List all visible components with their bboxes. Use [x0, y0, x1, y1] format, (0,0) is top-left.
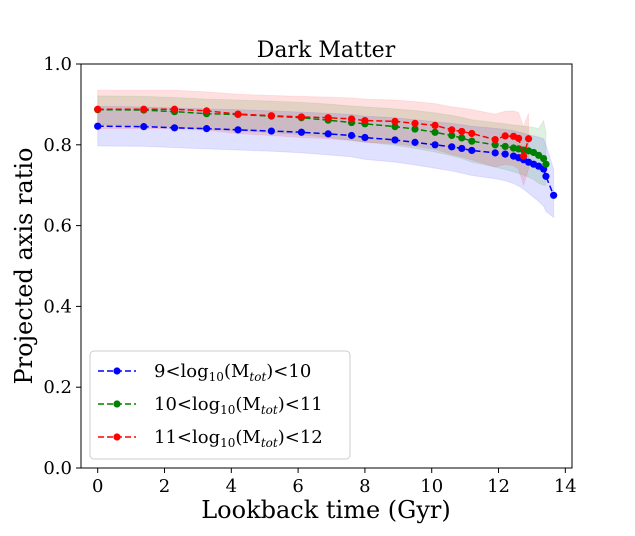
- series-1-band: [97, 105, 555, 219]
- series-3-line: [97, 108, 530, 159]
- x-tick-label: 2: [159, 476, 170, 497]
- series-1-point: [491, 149, 499, 157]
- series-3-point: [491, 135, 499, 144]
- series-2-point: [501, 142, 509, 151]
- series-1-point: [347, 131, 356, 140]
- series-1-point: [501, 150, 509, 158]
- series-2-point: [431, 128, 439, 136]
- series-3-point: [519, 152, 528, 160]
- series-2-band: [97, 95, 547, 186]
- chart-title: Dark Matter: [257, 38, 396, 63]
- series-3-point: [431, 121, 439, 130]
- series-1: [94, 122, 558, 199]
- y-tick-label: 0.8: [43, 135, 72, 156]
- y-tick-label: 1.0: [43, 54, 72, 75]
- series-3-point: [170, 105, 179, 113]
- legend-swatch-marker: [113, 367, 121, 375]
- series-1-point: [542, 172, 550, 180]
- x-axis-title: Lookback time (Gyr): [201, 496, 451, 524]
- legend-item-3: 11<log10(Mtot)<12: [98, 427, 323, 450]
- x-tick-label: 8: [359, 476, 370, 497]
- series-2-point: [448, 131, 456, 140]
- series-2-point: [542, 160, 550, 168]
- series-3-point: [361, 116, 369, 125]
- x-tick-label: 10: [420, 476, 443, 497]
- series-1-point: [458, 144, 466, 153]
- y-tick-label: 0.6: [43, 216, 72, 237]
- series-3-point: [468, 129, 476, 138]
- legend-item-2: 10<log10(Mtot)<11: [98, 394, 323, 417]
- x-tick-label: 6: [292, 476, 303, 497]
- series-1-point: [324, 130, 332, 138]
- x-axis-ticks: 0 2 4 6 8 10 12 14: [92, 468, 577, 497]
- series-2-point: [411, 125, 419, 133]
- series-1-point: [170, 124, 179, 132]
- series-1-point: [297, 128, 306, 136]
- legend-label: 9<log10(Mtot)<10: [154, 361, 311, 384]
- y-tick-label: 0.4: [43, 296, 72, 317]
- series-1-point: [140, 123, 148, 131]
- plot-area-frame: [80, 63, 573, 469]
- series-3-point: [391, 117, 399, 125]
- x-tick-label: 14: [554, 476, 577, 497]
- legend: 9<log10(Mtot)<10 10<log10(Mtot)<11 11<log1…: [89, 350, 351, 460]
- series-3-point: [234, 110, 242, 118]
- x-tick-label: 12: [487, 476, 510, 497]
- series-3-point: [94, 105, 102, 113]
- x-tick-label: 4: [226, 476, 237, 497]
- series-1-point: [202, 125, 211, 133]
- legend-box: [89, 350, 351, 460]
- series-3-point: [347, 115, 356, 123]
- y-tick-label: 0.0: [43, 458, 72, 479]
- series-2-point: [391, 123, 399, 131]
- y-axis-title: Projected axis ratio: [10, 147, 38, 384]
- series-2-point: [540, 154, 548, 163]
- series-1-point: [448, 143, 456, 151]
- series-1-point: [411, 138, 419, 146]
- series-3-point: [140, 105, 148, 113]
- series-3-point: [267, 112, 275, 120]
- series-1-point: [431, 141, 439, 149]
- series-1-point: [391, 136, 399, 144]
- series-1-point: [468, 146, 476, 155]
- series-3-point: [297, 113, 306, 121]
- y-axis-ticks: 0.0 0.2 0.4 0.6 0.8 1.0: [43, 54, 81, 479]
- y-tick-label: 0.2: [43, 377, 72, 398]
- series-2-point: [491, 141, 499, 149]
- series-1-point: [234, 126, 242, 134]
- series-lines: [94, 105, 558, 199]
- series-3-point: [324, 114, 332, 122]
- legend-label: 11<log10(Mtot)<12: [154, 427, 323, 450]
- series-1-point: [94, 122, 102, 130]
- legend-label: 10<log10(Mtot)<11: [154, 394, 323, 417]
- legend-swatch-marker: [113, 433, 121, 441]
- series-3-point: [202, 107, 211, 115]
- series-3-point: [524, 135, 533, 143]
- series-3-point: [514, 134, 523, 142]
- legend-item-1: 9<log10(Mtot)<10: [98, 361, 311, 384]
- series-1-point: [267, 127, 275, 135]
- series-3: [94, 105, 533, 160]
- series-2-point: [468, 137, 476, 145]
- series-3-point: [411, 119, 419, 127]
- series-1-point: [361, 133, 369, 142]
- series-3-point: [458, 127, 466, 136]
- series-1-point: [550, 191, 558, 199]
- series-2-point: [458, 134, 466, 142]
- series-3-point: [448, 126, 456, 134]
- x-tick-label: 0: [92, 476, 103, 497]
- series-3-point: [501, 132, 509, 140]
- legend-swatch-marker: [113, 400, 121, 408]
